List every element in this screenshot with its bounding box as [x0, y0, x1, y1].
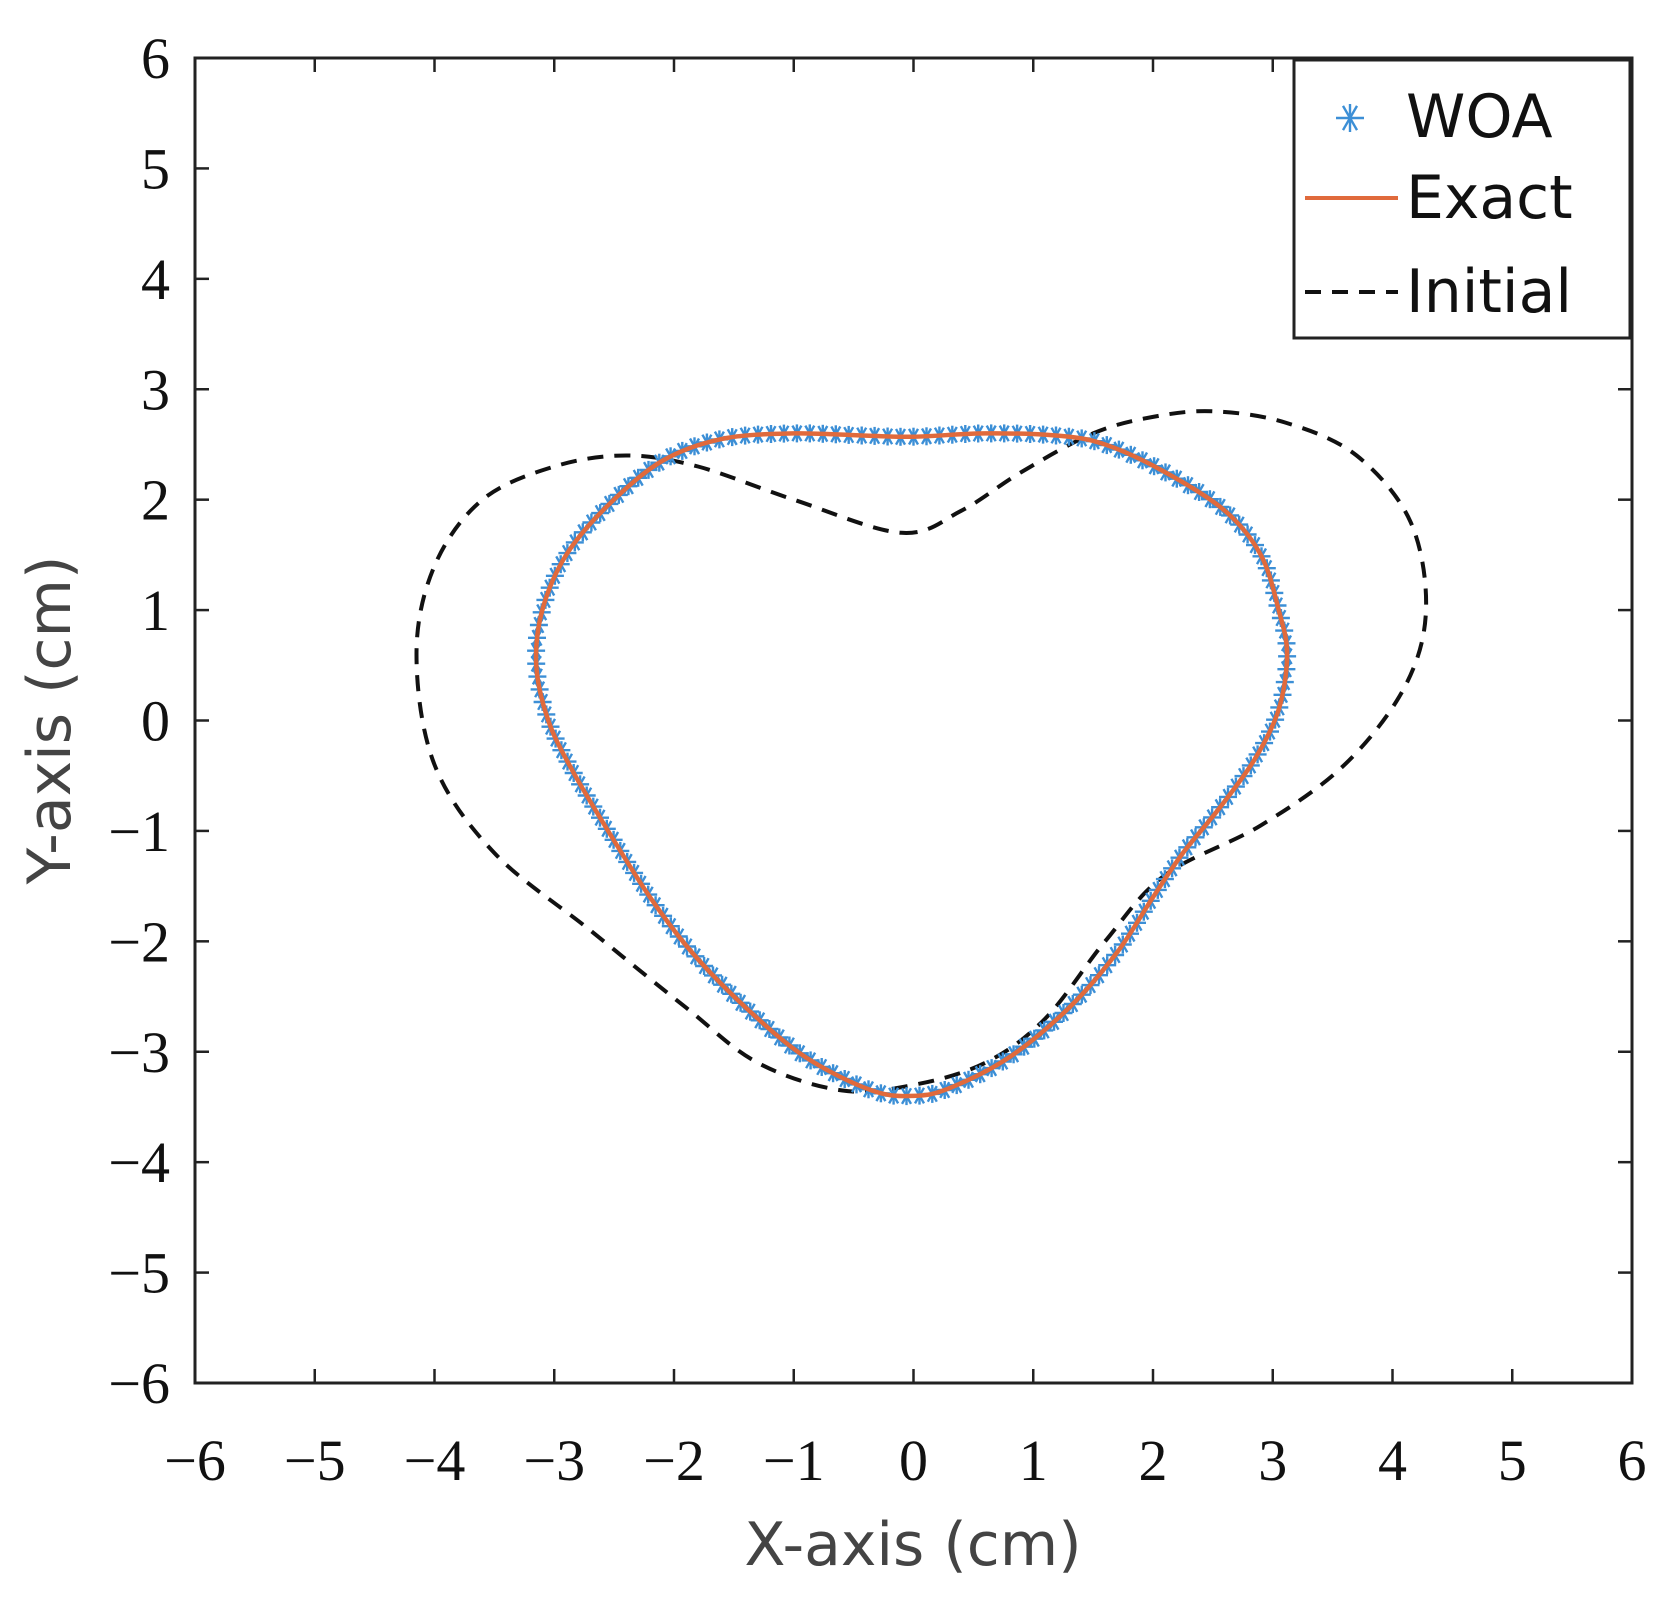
- series-initial-line: [414, 409, 1429, 1094]
- y-tick-label: −2: [108, 909, 170, 974]
- y-tick-label: −3: [108, 1020, 170, 1085]
- legend-woa-marker-icon: [1336, 104, 1364, 132]
- y-tick-label: −4: [108, 1130, 170, 1195]
- x-tick-label: 4: [1378, 1428, 1407, 1493]
- plot-area: [193, 56, 1634, 1385]
- y-tick-label: 2: [141, 468, 170, 533]
- y-tick-label: −6: [108, 1351, 170, 1416]
- x-tick-label: −5: [284, 1428, 346, 1493]
- y-tick-label: 4: [141, 247, 170, 312]
- series-exact-line: [533, 431, 1290, 1099]
- legend-initial-label: Initial: [1406, 257, 1572, 327]
- legend-exact-label: Exact: [1406, 163, 1573, 233]
- legend-entry-initial: Initial: [1305, 257, 1572, 327]
- y-axis-title: Y-axis (cm): [15, 556, 85, 886]
- x-tick-label: 3: [1258, 1428, 1287, 1493]
- x-tick-label: 6: [1618, 1428, 1647, 1493]
- y-tick-label: −5: [108, 1241, 170, 1306]
- x-tick-label: 2: [1139, 1428, 1168, 1493]
- tick-labels-layer: −6 −5 −4 −3 −2 −1 0 1 2 3 4 5 6 −6 −5 −4 −3 −2 −1 0 1 2 3 4 5 6: [108, 26, 1646, 1493]
- x-tick-label: 5: [1498, 1428, 1527, 1493]
- y-tick-label: 1: [141, 578, 170, 643]
- y-tick-label: 0: [141, 689, 170, 754]
- legend-entry-exact: Exact: [1305, 163, 1573, 233]
- x-tick-label: −2: [643, 1428, 705, 1493]
- x-tick-label: −6: [164, 1428, 226, 1493]
- legend: WOA Exact Initial: [1292, 58, 1632, 340]
- x-tick-label: −1: [763, 1428, 825, 1493]
- series-layer: [414, 409, 1429, 1106]
- legend-entry-woa: WOA: [1336, 82, 1553, 152]
- legend-woa-label: WOA: [1406, 82, 1553, 152]
- y-tick-label: −1: [108, 799, 170, 864]
- x-tick-label: −3: [523, 1428, 585, 1493]
- x-tick-label: 0: [899, 1428, 928, 1493]
- y-tick-label: 6: [141, 26, 170, 91]
- y-tick-label: 3: [141, 357, 170, 422]
- x-tick-label: 1: [1019, 1428, 1048, 1493]
- x-axis-title: X-axis (cm): [744, 1510, 1081, 1580]
- y-tick-label: 5: [141, 136, 170, 201]
- x-tick-label: −4: [404, 1428, 466, 1493]
- legend-woa-star: [1336, 104, 1364, 132]
- ticks-layer: [193, 56, 1634, 1385]
